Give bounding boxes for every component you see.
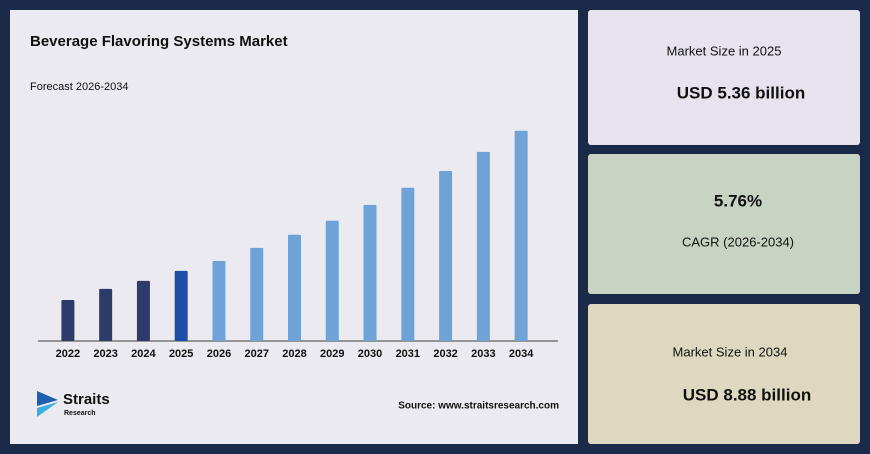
x-tick-label: 2030 xyxy=(358,348,382,360)
x-tick-label: 2029 xyxy=(320,348,344,360)
bar xyxy=(61,299,75,341)
x-tick-label: 2033 xyxy=(471,348,495,360)
card-value: USD 5.36 billion xyxy=(677,83,805,102)
card-value: USD 8.88 billion xyxy=(683,385,811,404)
card xyxy=(588,304,860,444)
card xyxy=(588,10,860,145)
card-label: Market Size in 2025 xyxy=(667,43,782,58)
bar xyxy=(325,220,339,341)
x-tick-label: 2027 xyxy=(244,348,268,360)
logo-mark xyxy=(37,391,58,406)
x-tick-label: 2023 xyxy=(93,348,117,360)
x-tick-label: 2031 xyxy=(396,348,420,360)
x-tick-label: 2034 xyxy=(509,348,534,360)
logo-sub: Research xyxy=(64,410,96,417)
bar xyxy=(99,288,113,341)
bar xyxy=(363,204,377,341)
bar xyxy=(174,270,188,341)
x-tick-label: 2022 xyxy=(56,348,80,360)
x-tick-label: 2028 xyxy=(282,348,306,360)
card-label: Market Size in 2034 xyxy=(673,344,788,359)
logo: Straits Research xyxy=(37,391,110,417)
x-tick-label: 2032 xyxy=(433,348,457,360)
logo-name: Straits xyxy=(63,391,110,408)
card xyxy=(588,154,860,294)
bar xyxy=(514,130,528,341)
bar xyxy=(250,247,264,341)
bar xyxy=(212,260,226,341)
bar xyxy=(439,170,453,341)
x-tick-label: 2026 xyxy=(207,348,231,360)
source: Source: www.straitsresearch.com xyxy=(398,401,559,412)
x-tick-label: 2025 xyxy=(169,348,193,360)
card-label: CAGR (2026-2034) xyxy=(682,234,794,249)
card-value: 5.76% xyxy=(714,191,762,210)
logo-mark xyxy=(37,402,58,417)
bar xyxy=(288,234,301,341)
bar xyxy=(136,280,150,341)
x-tick-label: 2024 xyxy=(131,348,156,360)
chart-title: Beverage Flavoring Systems Market xyxy=(30,33,288,50)
chart-subtitle: Forecast 2026-2034 xyxy=(30,81,128,93)
chart-panel xyxy=(10,10,578,444)
bar xyxy=(401,187,415,341)
bar xyxy=(476,151,490,341)
